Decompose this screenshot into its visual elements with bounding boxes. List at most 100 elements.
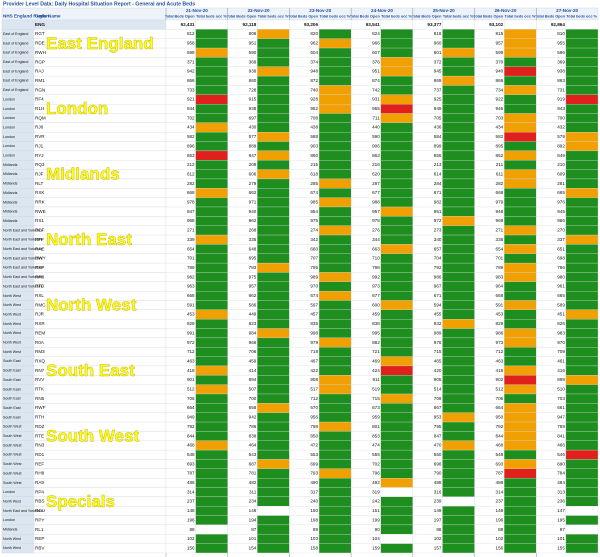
region-name: South East (3, 378, 21, 382)
beds-open: 792 (187, 424, 195, 429)
beds-open: 742 (372, 87, 380, 92)
beds-open: 240 (310, 499, 318, 504)
beds-open: 969 (496, 218, 504, 223)
status-cell (195, 487, 228, 498)
beds-open: 588 (310, 134, 318, 139)
beds-open: 339 (187, 237, 195, 242)
beds-open: 609 (557, 171, 565, 176)
beds-open: 796 (372, 471, 380, 476)
trust-code: RPY (35, 517, 44, 522)
beds-open: 894 (249, 377, 257, 382)
status-cell (195, 47, 228, 58)
region-name: London (3, 144, 15, 148)
status-cell (195, 206, 228, 217)
region-watermark: South East (46, 361, 135, 380)
status-cell (442, 375, 475, 385)
sub-header: Total Beds Open (350, 15, 381, 19)
status-cell (565, 85, 599, 95)
date-header: 26-Nov-20 (494, 8, 516, 13)
status-cell (504, 319, 537, 329)
beds-open: 216 (372, 162, 380, 167)
status-cell (565, 290, 599, 301)
beds-open: 416 (557, 368, 565, 373)
status-cell (380, 477, 414, 488)
beds-open: 600 (372, 302, 380, 307)
beds-open: 668 (496, 293, 504, 298)
beds-open: 787 (187, 471, 195, 476)
status-cell (257, 375, 290, 385)
status-cell (442, 384, 475, 395)
beds-open: 734 (496, 87, 504, 92)
status-cell (195, 449, 228, 460)
region-watermark: Midlands (46, 165, 120, 184)
beds-open: 512 (496, 387, 504, 392)
status-cell (504, 375, 537, 385)
beds-open: 464 (249, 443, 257, 448)
beds-open: 889 (249, 143, 257, 148)
status-cell (380, 309, 414, 320)
beds-open: 700 (557, 115, 565, 120)
beds-open: 940 (249, 209, 257, 214)
status-cell (257, 122, 290, 133)
beds-open: 92,864 (551, 22, 565, 27)
region-name: London (3, 135, 15, 139)
status-cell (257, 440, 290, 451)
beds-open: 818 (434, 31, 442, 36)
status-cell (565, 300, 599, 311)
status-cell (257, 178, 290, 189)
status-cell (318, 515, 352, 526)
beds-open: 340 (434, 237, 442, 242)
status-cell (504, 178, 537, 189)
beds-open: 711 (372, 115, 380, 120)
status-cell (318, 75, 352, 86)
status-cell (504, 506, 537, 516)
col-header: Code (35, 14, 47, 19)
beds-open: 103 (310, 536, 318, 541)
beds-open: 991 (187, 330, 195, 335)
region-name: South West (3, 425, 22, 429)
beds-open: 337 (557, 237, 565, 242)
beds-open: 795 (310, 265, 318, 270)
beds-open: 949 (187, 415, 195, 420)
status-cell (195, 57, 228, 67)
beds-open: 693 (187, 461, 195, 466)
status-cell (442, 160, 475, 170)
col-header: NHS England Region (3, 14, 49, 19)
beds-open: 430 (249, 125, 257, 130)
beds-open: 92,431 (181, 22, 195, 27)
beds-open: 703 (557, 396, 565, 401)
sub-header: Total Beds Open (473, 15, 504, 19)
trust-code: RN5 (35, 396, 45, 401)
beds-open: 418 (496, 368, 504, 373)
trust-code: RJ6 (35, 125, 44, 130)
beds-open: 658 (249, 405, 257, 410)
status-cell (565, 141, 599, 152)
status-cell (442, 141, 475, 152)
region-name: South West (3, 434, 22, 438)
beds-open: 958 (187, 41, 195, 46)
status-cell (442, 356, 475, 367)
region-name: North East and Yorkshire (3, 238, 43, 242)
beds-open: 434 (187, 125, 195, 130)
beds-open: 150 (310, 508, 318, 513)
status-cell (257, 104, 290, 114)
status-cell (380, 524, 414, 535)
beds-open: 961 (557, 284, 565, 289)
beds-open: 829 (187, 321, 195, 326)
status-cell (195, 234, 228, 245)
status-cell (380, 188, 414, 198)
beds-open: 976 (434, 340, 442, 345)
status-cell (318, 421, 352, 432)
status-cell (504, 272, 537, 282)
status-cell (565, 253, 599, 264)
region-name: North East and Yorkshire (3, 247, 43, 251)
beds-open: 665 (557, 293, 565, 298)
status-cell (442, 449, 475, 460)
status-cell (504, 431, 537, 441)
trust-code: REP (35, 536, 44, 541)
status-cell (318, 244, 352, 254)
status-cell (195, 347, 228, 357)
sub-header: Total beds occ % (443, 15, 474, 19)
beds-open: 449 (249, 312, 257, 317)
beds-open: 948 (310, 69, 318, 74)
